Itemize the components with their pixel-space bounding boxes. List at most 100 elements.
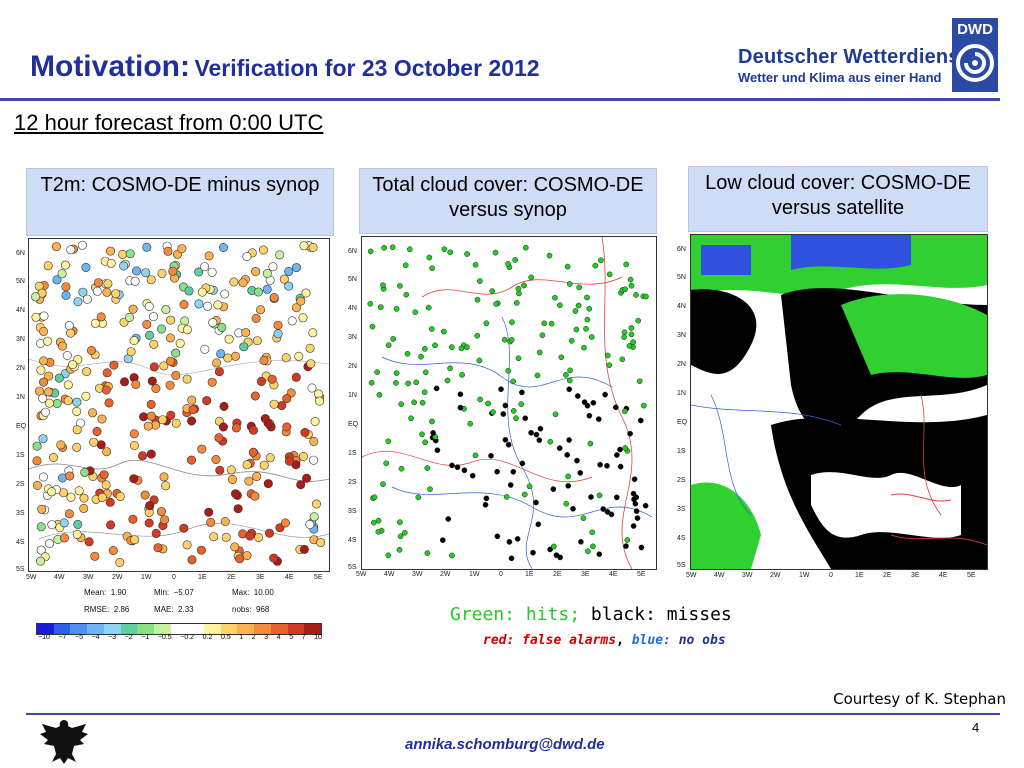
station-marker <box>494 533 501 540</box>
station-marker <box>513 300 520 306</box>
station-marker <box>254 532 264 542</box>
station-marker <box>419 431 425 438</box>
station-marker <box>404 350 411 357</box>
station-marker <box>508 336 515 343</box>
station-marker <box>509 319 515 326</box>
station-marker <box>196 545 206 555</box>
station-marker <box>530 549 536 556</box>
station-marker <box>299 241 309 251</box>
station-marker <box>630 523 637 529</box>
station-marker <box>492 249 499 256</box>
station-marker <box>231 489 241 499</box>
colorbar-tick: −5 <box>75 634 83 641</box>
station-marker <box>546 252 553 259</box>
map-tcc-ytick: 5N <box>348 276 357 283</box>
station-marker <box>604 509 611 515</box>
station-marker <box>393 370 400 376</box>
station-marker <box>565 473 571 480</box>
station-marker <box>370 519 377 526</box>
station-marker <box>265 528 275 538</box>
station-marker <box>142 319 152 329</box>
station-marker <box>177 244 187 254</box>
station-marker <box>166 315 176 325</box>
station-marker <box>380 282 386 289</box>
station-marker <box>447 249 454 256</box>
colorbar-swatch <box>87 624 104 634</box>
colorbar-tick: 4 <box>276 634 281 641</box>
station-marker <box>448 344 455 350</box>
map-tcc-xtick: 2W <box>440 571 451 578</box>
stat-rmse: RMSE: 2.86 <box>84 605 130 614</box>
station-marker <box>79 493 89 503</box>
map-lcc-ytick: 1N <box>677 390 686 397</box>
station-marker <box>533 499 539 506</box>
station-marker <box>369 323 376 330</box>
station-marker <box>510 378 516 385</box>
station-marker <box>430 430 436 436</box>
station-marker <box>294 351 304 361</box>
station-marker <box>576 284 583 291</box>
station-marker <box>242 460 252 470</box>
station-marker <box>441 246 448 253</box>
colorbar-tick: −3 <box>108 634 117 641</box>
station-marker <box>291 303 301 313</box>
station-marker <box>129 429 139 439</box>
station-marker <box>73 519 83 529</box>
station-marker <box>428 326 435 332</box>
station-marker <box>59 533 69 543</box>
station-marker <box>298 452 308 462</box>
station-marker <box>160 515 170 525</box>
station-marker <box>197 444 207 454</box>
station-marker <box>235 554 245 564</box>
station-marker <box>82 367 92 377</box>
station-marker <box>64 321 74 331</box>
station-marker <box>282 422 292 432</box>
station-marker <box>537 425 544 432</box>
station-marker <box>68 360 78 370</box>
station-marker <box>299 544 309 554</box>
station-marker <box>309 436 319 446</box>
contact-email: annika.schomburg@dwd.de <box>405 736 605 753</box>
station-marker <box>622 445 629 451</box>
station-marker <box>211 455 221 465</box>
station-marker <box>284 281 294 291</box>
map-tcc-ytick: 1S <box>348 450 357 457</box>
map-lcc-xtick: 5E <box>967 572 976 579</box>
station-marker <box>602 391 608 398</box>
station-marker <box>165 333 175 343</box>
station-marker <box>608 511 615 518</box>
station-marker <box>218 422 228 432</box>
station-marker <box>643 293 649 300</box>
panel-title-total-cloud: Total cloud cover: COSMO-DE versus synop <box>359 168 657 234</box>
station-marker <box>472 452 479 459</box>
station-marker <box>239 342 249 352</box>
station-marker <box>301 288 311 298</box>
station-marker <box>238 278 248 288</box>
station-marker <box>589 529 596 536</box>
station-marker <box>526 483 533 490</box>
map-t2m-xtick: 4E <box>285 574 294 581</box>
station-marker <box>393 306 400 312</box>
station-marker <box>528 429 534 436</box>
colorbar-tick: −4 <box>91 634 100 641</box>
dwd-logo-abbr: DWD <box>957 21 993 38</box>
station-marker <box>139 412 149 422</box>
station-marker <box>606 362 613 369</box>
stat-mae: MAE: 2.33 <box>154 605 194 614</box>
station-marker <box>474 296 481 303</box>
station-marker <box>515 355 522 362</box>
station-marker <box>587 440 594 447</box>
map-tcc-xtick: 5E <box>637 571 646 578</box>
station-marker <box>536 437 543 444</box>
station-marker <box>482 501 489 508</box>
station-marker <box>628 282 635 289</box>
colorbar-tick: 3 <box>264 634 269 641</box>
station-marker <box>535 521 542 528</box>
station-marker <box>287 316 297 326</box>
station-marker <box>433 385 440 392</box>
station-marker <box>469 472 476 479</box>
station-marker <box>552 411 559 418</box>
station-marker <box>461 467 468 474</box>
station-marker <box>72 529 82 539</box>
station-marker <box>101 385 111 395</box>
